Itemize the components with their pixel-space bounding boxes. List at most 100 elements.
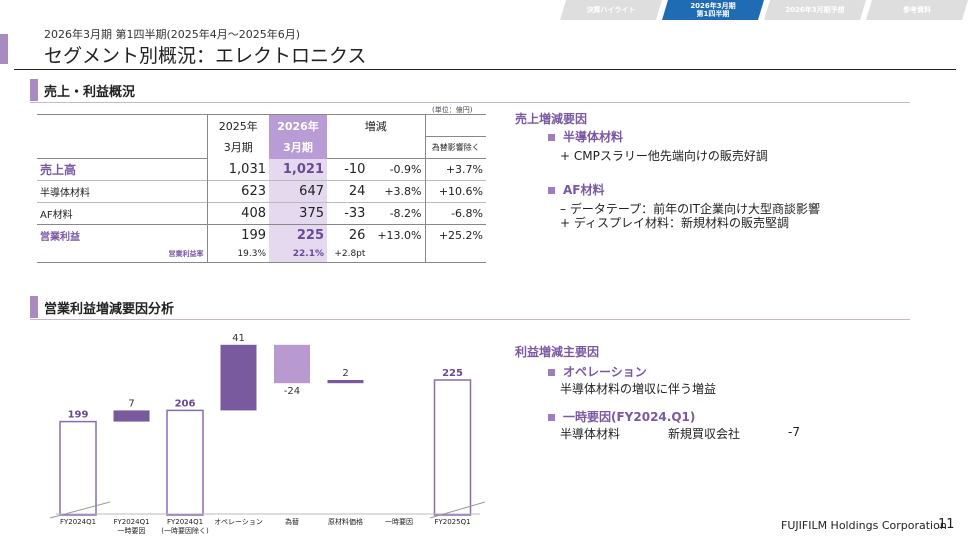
table-row-af: AF材料 408 375 -33 -8.2% -6.8% <box>37 202 486 225</box>
category-label: 原材料価格 <box>328 517 363 526</box>
tab-highlights[interactable]: 決算ハイライト <box>560 0 662 20</box>
table-header-change-blank <box>327 136 425 159</box>
waterfall-bar <box>327 380 364 384</box>
tab-q1[interactable]: 2026年3月期 第1四半期 <box>662 0 764 20</box>
axis-break-right <box>429 501 486 519</box>
page-title: セグメント別概況：エレクトロニクス <box>44 45 367 67</box>
factor-item-col3: -7 <box>788 425 800 439</box>
section-title: 売上・利益概況 <box>44 84 136 100</box>
table-header-fx: 為替影響除く <box>424 136 486 159</box>
cell-fx <box>424 246 486 263</box>
header-prev-line2: 3月期 <box>223 141 253 155</box>
header-change-label: 増減 <box>364 119 387 133</box>
waterfall-bar <box>274 344 310 384</box>
section-divider <box>30 319 910 320</box>
factor-heading: オペレーション <box>563 365 647 379</box>
cell-pct: +13.0% <box>377 229 422 243</box>
page-number: 11 <box>938 517 955 532</box>
title-accent-bar <box>0 34 8 64</box>
data-label: 7 <box>128 398 134 409</box>
category-label: 一時要因 <box>118 527 146 535</box>
unit-label: (単位：億円) <box>432 106 473 114</box>
table-header-prev: 2025年 3月期 <box>206 114 269 159</box>
data-label: 41 <box>232 333 245 344</box>
factor-group-semiconductor: 半導体材料 <box>548 128 623 145</box>
cell-diff: -10 <box>344 162 366 177</box>
factor-item: + CMPスラリー他先端向けの販売好調 <box>560 149 768 163</box>
waterfall-bar <box>220 344 257 411</box>
cell-fx: +10.6% <box>424 180 486 203</box>
factor-item-col1: 半導体材料 <box>560 427 621 441</box>
tab-reference[interactable]: 参考資料 <box>866 0 968 20</box>
table-row-op-margin: 営業利益率 19.3% 22.1% +2.8pt <box>37 246 486 263</box>
cell-diff: +2.8pt <box>334 249 366 260</box>
cell-diff: 26 <box>348 228 366 244</box>
factor-item-col2: 新規買収会社 <box>668 427 741 441</box>
footer-company: FUJIFILM Holdings Corporation <box>781 519 947 532</box>
factor-item: + ディスプレイ材料：新規材料の販売堅調 <box>560 216 790 230</box>
section-divider <box>30 102 910 103</box>
header-prev-line1: 2025年 <box>218 120 258 134</box>
cell-prev: 408 <box>206 202 269 225</box>
category-label: FY2024Q1 <box>60 518 96 526</box>
table-row-op-profit: 営業利益 199 225 26 +13.0% +25.2% <box>37 224 486 247</box>
cell-pct: -0.9% <box>389 163 422 176</box>
category-label: FY2025Q1 <box>434 518 470 526</box>
cell-diff: -33 <box>344 206 366 221</box>
factor-heading: 半導体材料 <box>563 130 624 144</box>
title-divider <box>14 69 956 70</box>
category-label: オペレーション <box>214 518 263 526</box>
cell-pct: -8.2% <box>389 207 422 220</box>
waterfall-bar <box>59 420 97 516</box>
cell-prev: 19.3% <box>206 246 269 263</box>
cell-prev: 1,031 <box>206 158 269 181</box>
factor-item: – データテープ：前年のIT企業向け大型商談影響 <box>560 202 820 216</box>
cell-diff: 24 <box>348 184 366 199</box>
data-label: 2 <box>342 368 348 379</box>
cell-pct: +3.8% <box>384 185 422 198</box>
axis-break-left <box>49 501 111 519</box>
data-label: -24 <box>284 386 300 397</box>
bullet-square-icon <box>548 414 555 421</box>
cell-fx: -6.8% <box>424 202 486 225</box>
data-label: 225 <box>442 368 463 379</box>
category-label: 一時要因 <box>385 518 413 526</box>
row-label: 営業利益率 <box>168 250 204 259</box>
table-header-curr: 2026年 3月期 <box>269 114 327 159</box>
top-nav: 決算ハイライト 2026年3月期 第1四半期 2026年3月期予想 参考資料 <box>560 0 968 20</box>
table-row-sales: 売上高 1,031 1,021 -10 -0.9% +3.7% <box>37 158 486 181</box>
category-label: FY2024Q1 <box>167 518 203 526</box>
section-title: 営業利益増減要因分析 <box>44 301 175 317</box>
section-sales-profit-header: 売上・利益概況 <box>30 79 230 101</box>
cell-curr: 225 <box>269 224 327 247</box>
table-header-change: 増減 <box>327 114 425 137</box>
cell-pct <box>368 247 425 263</box>
waterfall-bar <box>113 410 150 422</box>
cell-curr: 22.1% <box>269 246 327 263</box>
tab-q1-label: 2026年3月期 第1四半期 <box>690 2 736 18</box>
profit-factors-title: 利益増減主要因 <box>515 345 600 359</box>
section-accent-bar <box>30 296 38 318</box>
cell-prev: 623 <box>206 180 269 203</box>
tab-forecast[interactable]: 2026年3月期予想 <box>764 0 866 20</box>
header-curr-line2: 3月期 <box>283 141 313 155</box>
row-label: 半導体材料 <box>40 188 90 199</box>
category-label: FY2024Q1 <box>113 518 149 526</box>
waterfall-bar <box>166 409 204 516</box>
table-row-semiconductor: 半導体材料 623 647 24 +3.8% +10.6% <box>37 180 486 203</box>
header-curr-line1: 2026年 <box>277 120 319 134</box>
row-label: 営業利益 <box>40 232 80 244</box>
data-label: 206 <box>175 398 196 409</box>
category-label: 為替 <box>285 517 299 526</box>
table-header-blank2 <box>37 136 207 159</box>
cell-fx: +25.2% <box>424 224 486 247</box>
section-profit-analysis-header: 営業利益増減要因分析 <box>30 296 290 318</box>
section-accent-bar <box>30 79 38 101</box>
category-label: (一時要因除く) <box>161 526 209 535</box>
factor-group-af: AF材料 <box>548 181 605 198</box>
page-subtitle: 2026年3月期 第1四半期(2025年4月～2025年6月) <box>44 28 301 41</box>
sales-factors-title: 売上増減要因 <box>515 112 588 126</box>
factor-item: 半導体材料の増収に伴う増益 <box>560 382 717 396</box>
profit-factor-one-time: 一時要因(FY2024.Q1) <box>548 408 695 425</box>
bullet-square-icon <box>548 187 555 194</box>
